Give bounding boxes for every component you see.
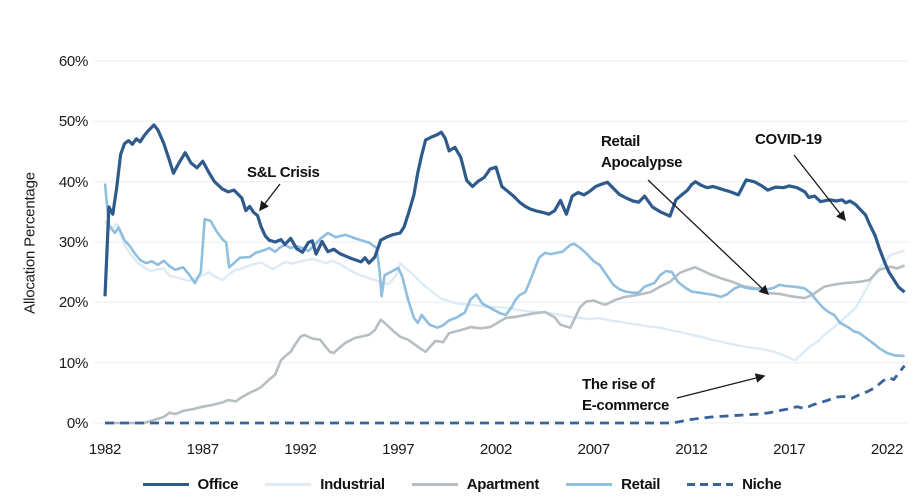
series-line-industrial — [103, 220, 905, 362]
x-tick-label-2002: 2002 — [479, 441, 513, 458]
legend-item-niche: Niche — [687, 476, 782, 493]
series-line-niche — [105, 364, 906, 425]
x-tick-label-1982: 1982 — [88, 441, 122, 458]
series-line-retail — [103, 183, 905, 358]
y-tick-label-30%: 30% — [58, 234, 88, 251]
y-tick-label-60%: 60% — [58, 53, 88, 70]
x-tick-label-2007: 2007 — [577, 441, 610, 458]
annotation-arrow-sl-crisis — [259, 183, 281, 212]
x-tick-label-2022: 2022 — [870, 441, 904, 458]
legend-item-office: Office — [142, 476, 239, 493]
legend-label-niche: Niche — [742, 476, 782, 493]
annotation-arrow-retail-apocalypse — [647, 179, 770, 296]
series-line-apartment — [105, 264, 906, 425]
annotation-arrow-covid-19 — [793, 154, 846, 222]
y-tick-label-50%: 50% — [58, 113, 88, 131]
y-tick-label-40%: 40% — [58, 173, 88, 191]
x-tick-label-2012: 2012 — [675, 441, 708, 458]
series-lines — [103, 123, 906, 425]
x-tick-label-1987: 1987 — [186, 441, 219, 458]
legend-label-retail: Retail — [621, 476, 661, 493]
x-tick-label-2017: 2017 — [773, 441, 806, 458]
y-tick-label-20%: 20% — [58, 294, 88, 312]
annotation-covid-19: COVID-19 — [755, 131, 822, 148]
annotation-retail-apocalypse: Retail Apocalypse — [601, 133, 683, 172]
annotation-sl-crisis: S&L Crisis — [247, 164, 320, 181]
legend-swatch-niche-line — [687, 483, 734, 486]
legend-item-apartment: Apartment — [411, 476, 540, 493]
legend-swatch-apartment-line — [411, 483, 458, 486]
x-tick-label-1997: 1997 — [382, 441, 415, 458]
legend-swatch-industrial-line — [265, 483, 312, 486]
legend-label-industrial: Industrial — [320, 476, 385, 493]
legend-item-retail: Retail — [566, 476, 660, 493]
y-tick-label-0%: 0% — [66, 415, 88, 432]
legend-swatch-office-line — [142, 483, 189, 486]
legend-label-apartment: Apartment — [466, 476, 540, 493]
annotation-arrow-rise-of-ecommerce — [676, 373, 766, 399]
legend-label-office: Office — [197, 476, 239, 493]
gridlines — [94, 60, 908, 424]
y-axis-title: Allocation Percentage — [21, 172, 39, 314]
legend-swatch-retail-line — [566, 483, 613, 486]
legend: Office Industrial Apartment Retail Niche — [0, 476, 924, 493]
legend-item-industrial: Industrial — [265, 476, 385, 493]
annotation-rise-of-ecommerce: The rise of E-commerce — [582, 376, 670, 415]
y-tick-label-10%: 10% — [58, 354, 88, 372]
annotation-arrows — [259, 154, 846, 399]
series-line-office — [103, 123, 906, 297]
x-tick-label-1992: 1992 — [284, 441, 317, 458]
